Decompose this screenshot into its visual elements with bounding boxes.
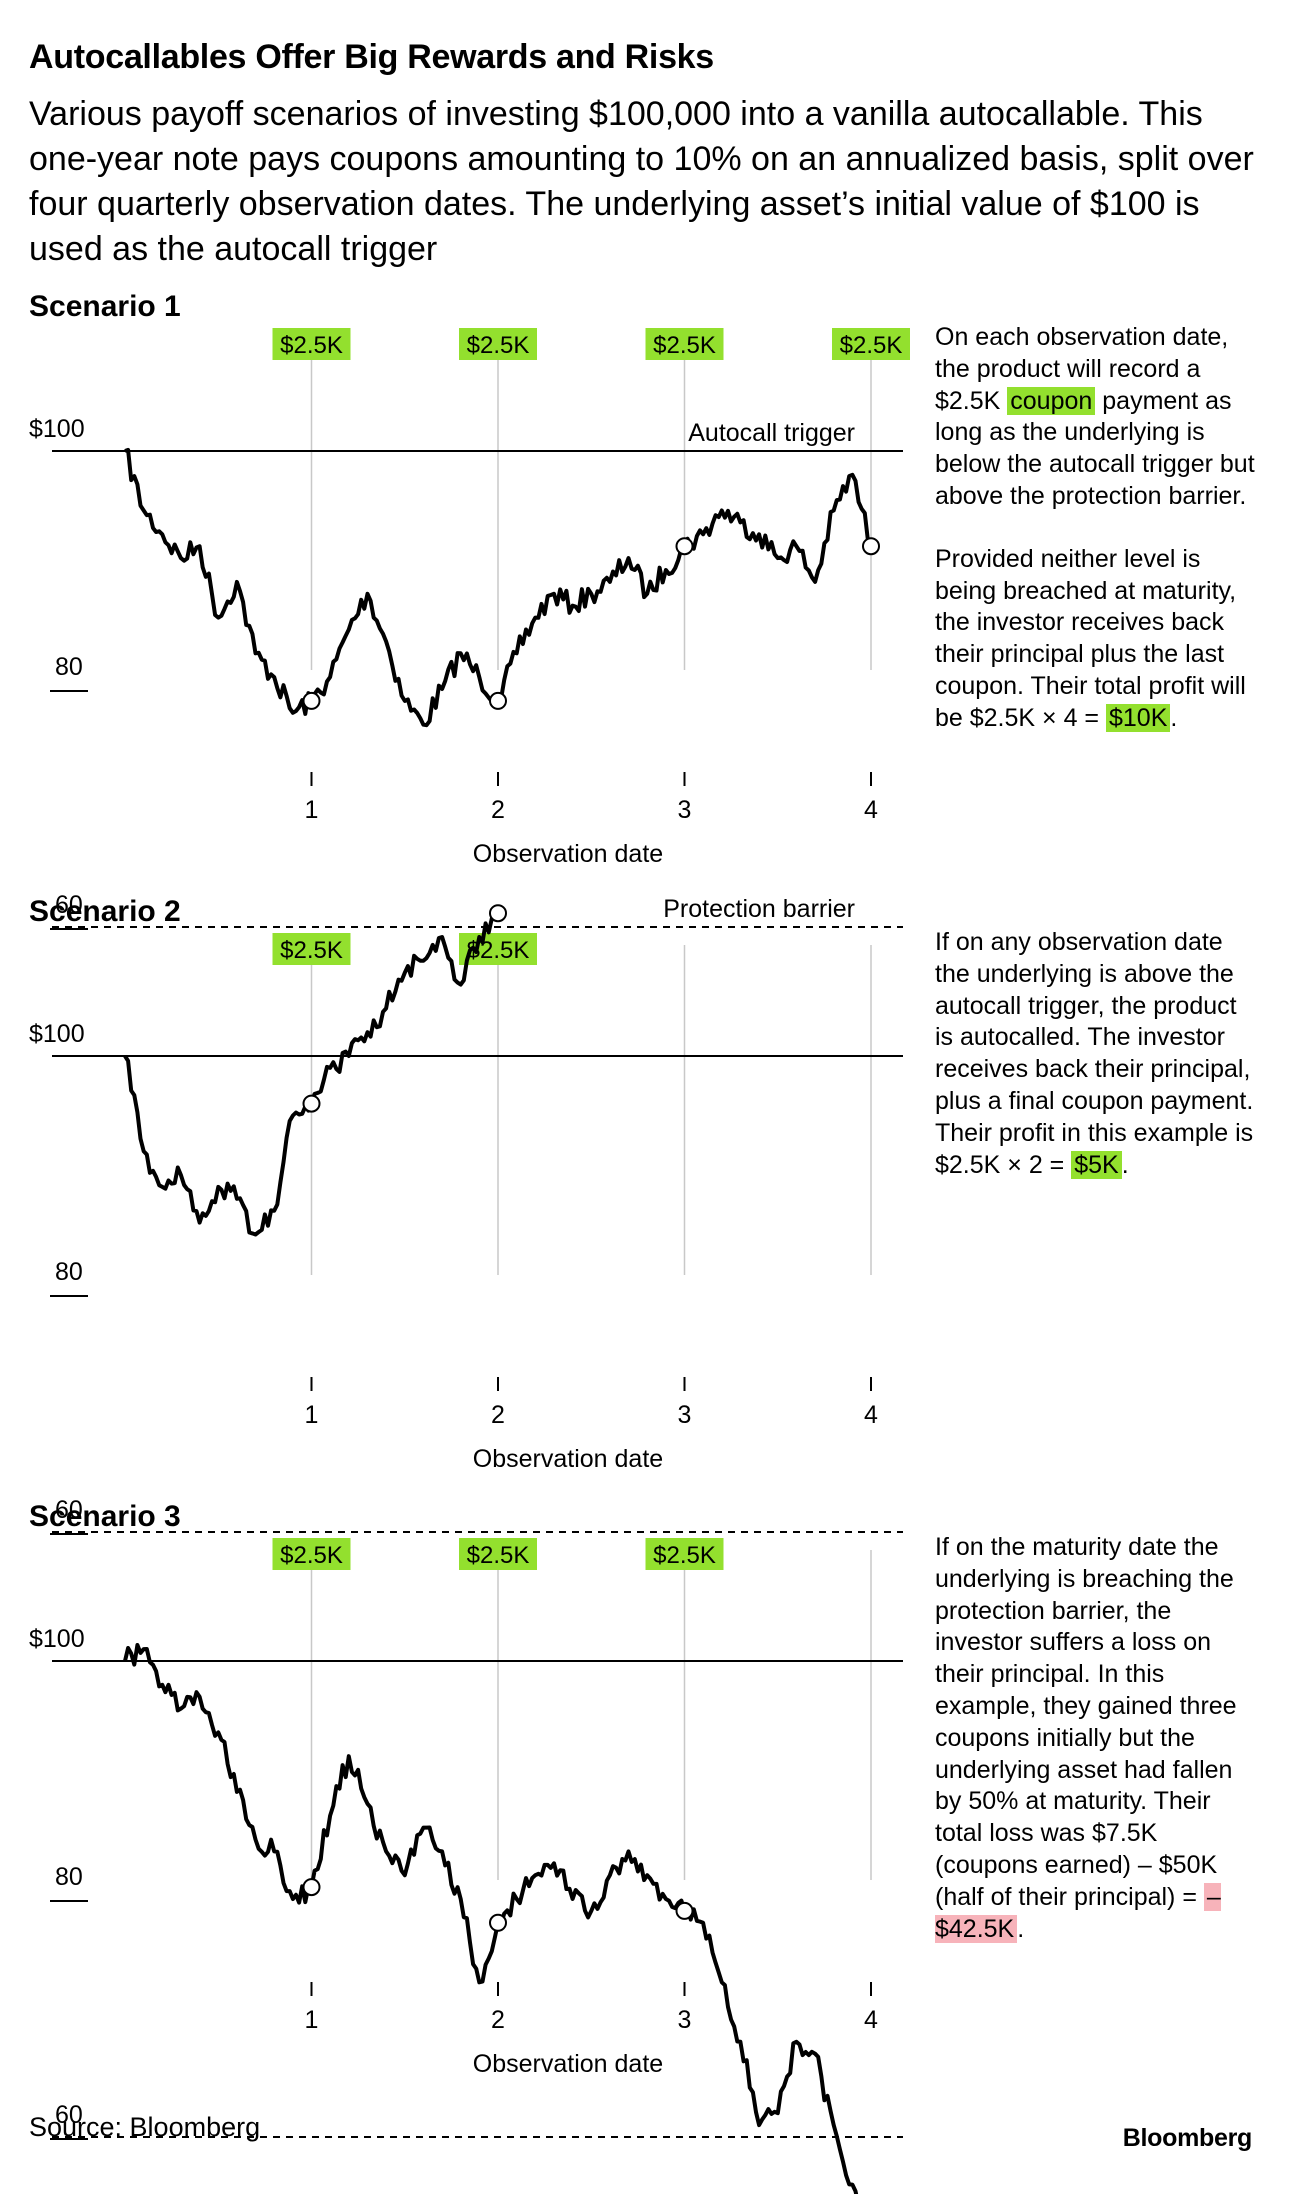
coupon-label: $2.5K [653, 332, 716, 359]
y-tick-label: 80 [55, 1863, 83, 1891]
x-tick-label: 3 [678, 2006, 692, 2034]
coupon-badge [272, 1538, 351, 1570]
coupon-label: $2.5K [280, 1542, 343, 1569]
coupon-label: $2.5K [280, 332, 343, 359]
x-axis-label: Observation date [473, 1445, 663, 1473]
coupon-badge [459, 1538, 537, 1570]
observation-marker [489, 691, 507, 710]
note-1-text-b: payment as long as the underlying is bel… [935, 386, 1255, 510]
note-1-text-d: . [1170, 703, 1178, 732]
x-axis-label: Observation date [473, 2050, 663, 2078]
observation-marker [489, 904, 507, 923]
y-tick-label: $100 [29, 1020, 85, 1048]
note-1-profit-highlight: $10K [1105, 703, 1171, 732]
note-2-text-b: . [1121, 1150, 1129, 1179]
x-tick-label: 2 [491, 796, 505, 824]
scenario-1-title: Scenario 1 [29, 290, 181, 323]
scenario-3-chart: $100 80 60 $2.5K $2.5K $2.5K 1 2 3 4 Observation d… [29, 1538, 903, 2194]
coupon-label: $2.5K [653, 1542, 716, 1569]
chart-subtitle: Various payoff scenarios of investing $1… [29, 95, 1254, 268]
x-axis-label: Observation date [473, 840, 663, 868]
x-tick-label: 1 [305, 1401, 319, 1429]
y-tick-label: 60 [55, 1496, 83, 1524]
scenario-1-note: On each observation date, the product wi… [935, 322, 1255, 735]
reference-line-label: Protection barrier [663, 895, 855, 923]
x-tick-label: 4 [864, 796, 878, 824]
scenario-1-chart: $100 80 60 Autocall trigger Protection barri… [29, 328, 910, 930]
x-tick-label: 1 [305, 2006, 319, 2034]
x-tick-label: 2 [491, 2006, 505, 2034]
scenario-3-note: If on the maturity date the underlying i… [935, 1532, 1255, 1945]
x-tick-label: 3 [678, 796, 692, 824]
observation-marker [302, 1878, 321, 1897]
note-1-text-a: On each observation date, the product wi… [935, 323, 1229, 415]
x-tick-label: 4 [864, 2006, 878, 2034]
scenario-2-title: Scenario 2 [29, 895, 181, 928]
note-2-profit-highlight: $5K [1071, 1150, 1122, 1179]
coupon-label: $2.5K [280, 937, 343, 964]
observation-marker [862, 537, 880, 556]
x-tick-label: 2 [491, 1401, 505, 1429]
y-tick-label: 60 [55, 2101, 83, 2129]
note-2-text-a: If on any observation date the underlyin… [935, 928, 1254, 1179]
coupon-label: $2.5K [467, 1542, 530, 1569]
coupon-badge [459, 328, 537, 360]
scenario-3-title: Scenario 3 [29, 1500, 181, 1533]
note-3-text-b: . [1017, 1914, 1025, 1943]
note-3-text-a: If on the maturity date the underlying i… [935, 1533, 1237, 1911]
coupon-badge [645, 328, 724, 360]
chart-title: Autocallables Offer Big Rewards and Risk… [29, 38, 714, 76]
note-1-text-c: Provided neither level is being breached… [935, 544, 1246, 732]
coupon-label: $2.5K [840, 332, 903, 359]
coupon-badge [832, 328, 910, 360]
observation-marker [302, 691, 321, 710]
coupon-badge [645, 1538, 724, 1570]
bloomberg-logo: Bloomberg [1122, 2124, 1253, 2152]
observation-marker [489, 1913, 507, 1932]
y-tick-label: 80 [55, 1258, 83, 1286]
coupon-badge [272, 328, 351, 360]
coupon-label: $2.5K [467, 332, 530, 359]
note-1-coupon-highlight: coupon [1007, 386, 1096, 415]
scenario-2-note: If on any observation date the underlyin… [935, 927, 1255, 1181]
source-note: Source: Bloomberg [29, 2112, 261, 2142]
y-tick-label: 80 [55, 653, 83, 681]
x-tick-label: 1 [305, 796, 319, 824]
y-tick-label: 60 [55, 891, 83, 919]
observation-marker [302, 1094, 321, 1113]
x-tick-label: 3 [678, 1401, 692, 1429]
x-tick-label: 4 [864, 1401, 878, 1429]
y-tick-label: $100 [29, 415, 85, 443]
reference-line-label: Autocall trigger [688, 419, 855, 447]
observation-marker [675, 1901, 694, 1920]
observation-marker [675, 537, 694, 556]
coupon-badge [272, 933, 351, 965]
y-tick-label: $100 [29, 1625, 85, 1653]
